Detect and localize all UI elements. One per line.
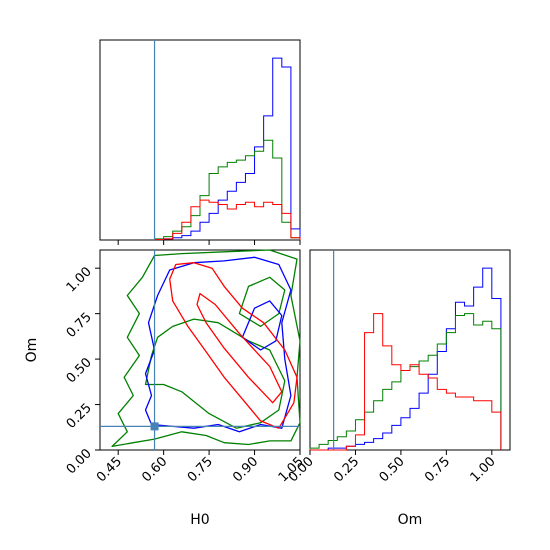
hist-Om-series: [309, 267, 502, 451]
hist-H0-series: [154, 57, 301, 241]
hist-Om-ticks: 0.00 0.25 0.50 0.75 1.00: [286, 450, 499, 485]
contour-green-level-1: [144, 318, 286, 429]
contour-blue-level-0: [144, 256, 292, 433]
contour-x-tick-label-3: 0.90: [230, 454, 261, 485]
contour-x-tick-label-1: 0.60: [139, 454, 170, 485]
hist-Om-frame: [309, 249, 511, 451]
hist-Om-panel: 0.00 0.25 0.50 0.75 1.00 Om: [286, 249, 511, 528]
hist-Om-red-step: [310, 313, 502, 451]
contour-x-tick-label-0: 0.45: [94, 454, 125, 485]
contour-red-level-1: [196, 292, 283, 404]
hist-H0-blue-step: [154, 57, 301, 241]
contour-frame: [99, 249, 301, 451]
hist-H0-red-step: [154, 199, 301, 241]
contour-green-level-2: [238, 276, 286, 328]
hist-Om-tick-label-1: 0.25: [331, 454, 362, 485]
hist-H0-frame: [99, 39, 301, 241]
contour-x-ticks: 0.45 0.60 0.75 0.90 1.05: [94, 450, 307, 485]
hist-Om-blue-step: [310, 267, 502, 451]
contour-blue-level-1: [241, 300, 283, 351]
hist-Om-tick-label-4: 1.00: [468, 454, 499, 485]
hist-H0-panel: [99, 39, 301, 245]
contour-y-tick-label-4: 1.00: [64, 264, 95, 295]
contour-red-level-0: [169, 262, 298, 429]
x-axis-label-Om: Om: [398, 512, 423, 528]
contour-y-ticks: 0.00 0.25 0.50 0.75 1.00: [64, 264, 100, 477]
hist-Om-tick-label-2: 0.50: [377, 454, 408, 485]
contour-y-tick-label-2: 0.50: [64, 355, 95, 386]
contour-y-tick-label-3: 0.75: [64, 310, 95, 341]
hist-H0-ticks: [117, 240, 301, 245]
contour-panel: 0.45 0.60 0.75 0.90 1.05 0.000.250.500.751.0…: [24, 249, 307, 528]
hist-H0-green-step: [154, 139, 301, 240]
contour-truth-point: [150, 422, 159, 431]
contour-x-tick-label-2: 0.75: [185, 454, 216, 485]
y-axis-label-Om: Om: [24, 338, 40, 363]
hist-Om-tick-label-3: 0.75: [422, 454, 453, 485]
contour-y-tick-label-0: 0.00: [64, 446, 95, 477]
contour-green-level-0: [111, 249, 301, 448]
x-axis-label-H0: H0: [190, 512, 209, 528]
contour-lines: [111, 249, 301, 448]
contour-y-tick-label-1: 0.25: [64, 401, 95, 432]
hist-Om-green-step: [309, 313, 502, 450]
